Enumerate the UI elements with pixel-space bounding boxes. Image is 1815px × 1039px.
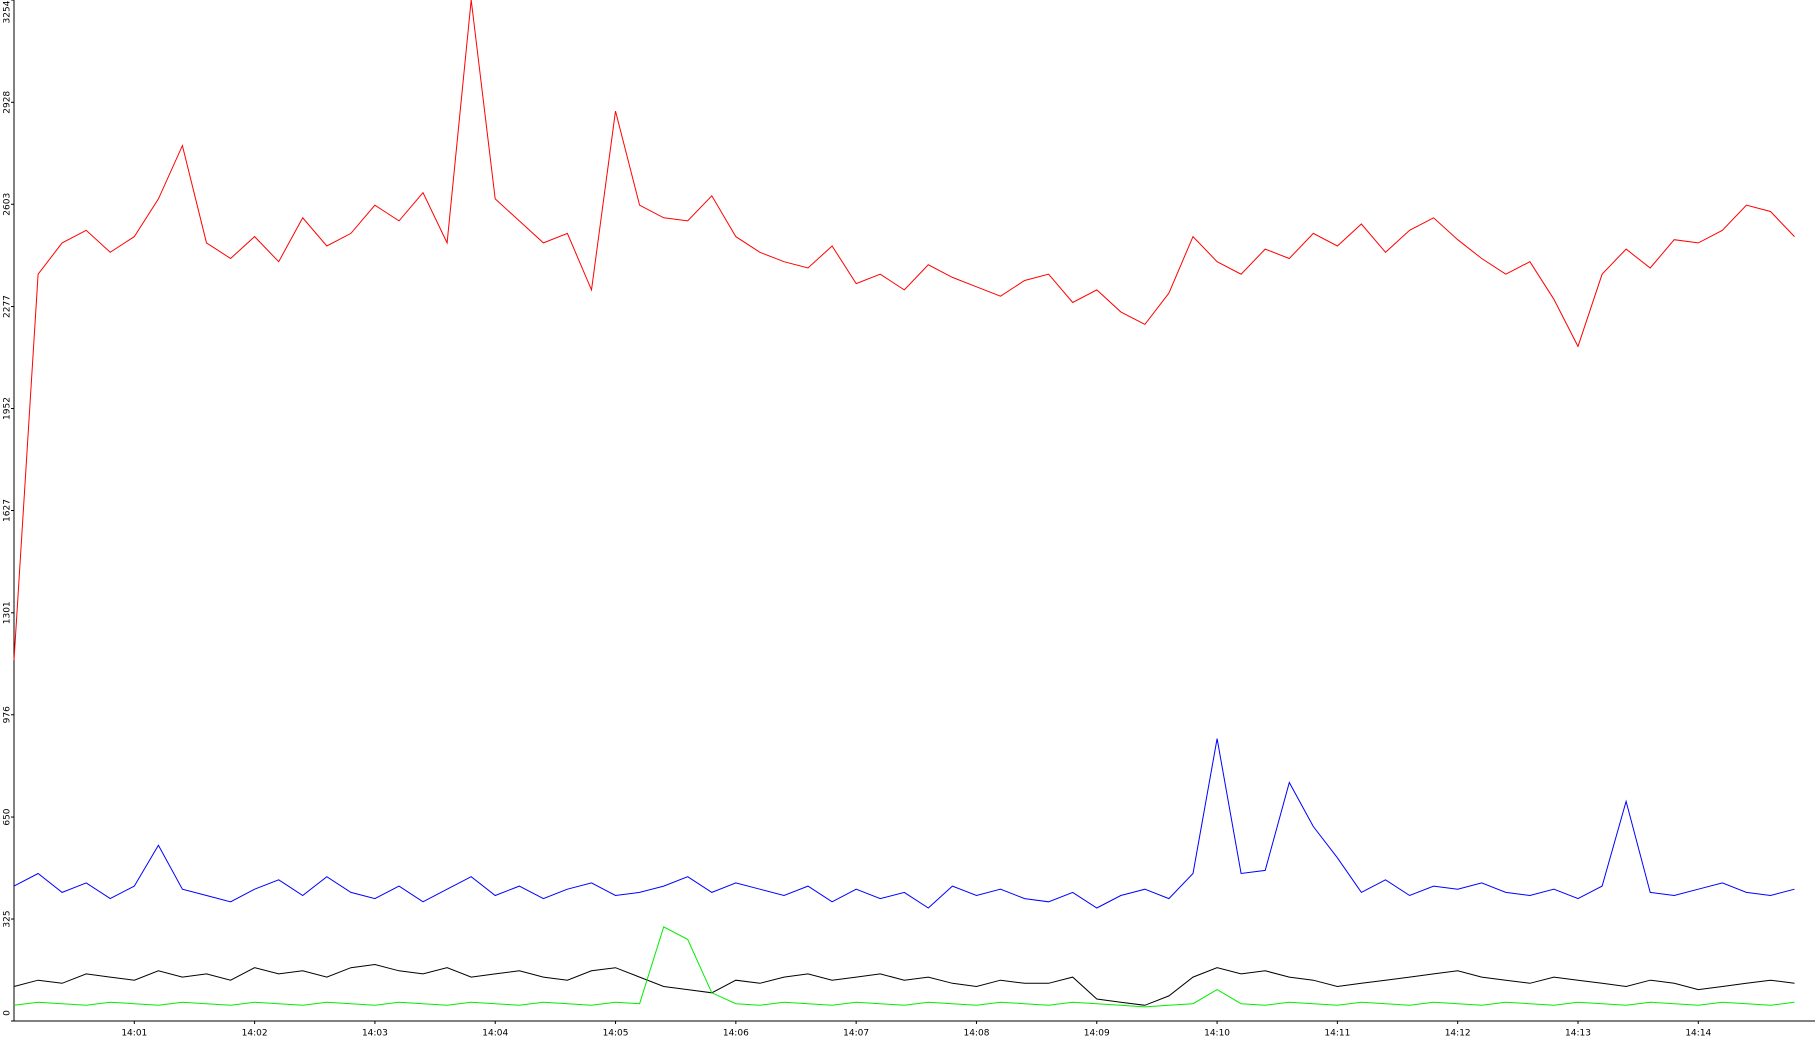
series-line — [13, 963, 1795, 1006]
series-line — [13, 738, 1795, 909]
x-tick-label: 14:12 — [1445, 1029, 1471, 1039]
y-tick-label: 2928 — [3, 91, 13, 114]
x-tick-label: 14:08 — [963, 1029, 989, 1039]
y-tick-label: 3254 — [3, 0, 13, 23]
x-tick-label: 14:09 — [1084, 1029, 1110, 1039]
x-tick-label: 14:07 — [843, 1029, 869, 1039]
y-tick-label: 0 — [3, 1010, 13, 1016]
y-tick-label: 2277 — [3, 295, 13, 318]
x-tick-label: 14:11 — [1324, 1029, 1350, 1039]
y-tick-label: 650 — [3, 808, 13, 825]
x-tick-label: 14:05 — [603, 1029, 629, 1039]
y-tick-label: 2603 — [3, 193, 13, 216]
x-tick-label: 14:01 — [121, 1029, 147, 1039]
y-tick-label: 1952 — [3, 397, 13, 420]
x-tick-label: 14:10 — [1204, 1029, 1230, 1039]
x-tick-label: 14:03 — [362, 1029, 388, 1039]
x-tick-label: 14:14 — [1685, 1029, 1711, 1039]
x-tick-label: 14:06 — [723, 1029, 749, 1039]
y-tick-label: 325 — [3, 910, 13, 927]
series-line — [13, 926, 1795, 1008]
x-tick-label: 14:13 — [1565, 1029, 1591, 1039]
y-tick-label: 1301 — [3, 601, 13, 624]
y-tick-label: 1627 — [3, 499, 13, 522]
y-tick-label: 976 — [3, 706, 13, 723]
series-line — [13, 0, 1795, 661]
x-tick-label: 14:02 — [242, 1029, 268, 1039]
x-tick-label: 14:04 — [482, 1029, 508, 1039]
